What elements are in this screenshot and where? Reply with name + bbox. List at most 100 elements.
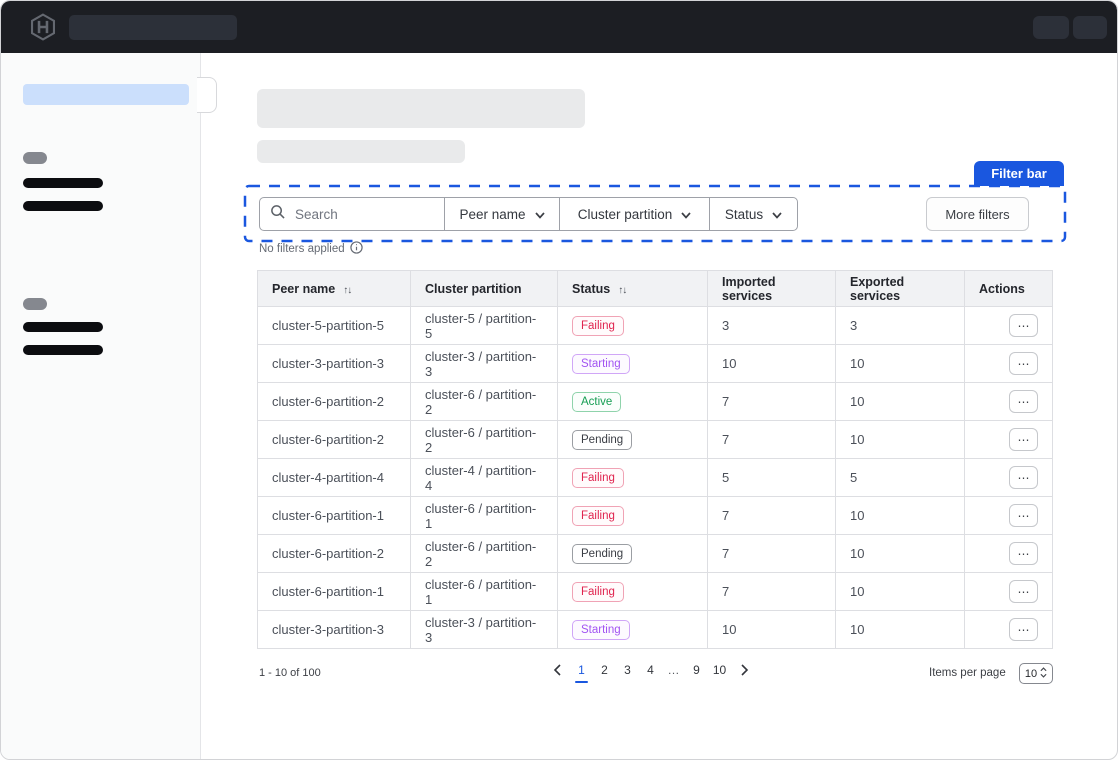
cell-peer-name: cluster-3-partition-3	[257, 610, 411, 649]
pager: 1 2 3 4 … 9 10	[544, 663, 757, 683]
row-actions-button[interactable]: ⋯	[1009, 504, 1038, 527]
column-label: Cluster partition	[425, 281, 522, 296]
nav-action-skeleton-2[interactable]	[1073, 16, 1107, 39]
dropdown-cluster-partition[interactable]: Cluster partition	[559, 198, 709, 230]
row-actions-button[interactable]: ⋯	[1009, 542, 1038, 565]
table-row: cluster-3-partition-3 cluster-3 / partit…	[257, 344, 1053, 383]
cell-peer-name: cluster-6-partition-2	[257, 382, 411, 421]
stepper-icon	[1040, 666, 1047, 681]
pager-prev-button[interactable]	[544, 664, 570, 676]
cell-peer-name: cluster-6-partition-1	[257, 496, 411, 535]
cell-imported-services: 10	[707, 610, 836, 649]
sort-icon[interactable]: ↑↓	[618, 284, 627, 296]
status-badge: Pending	[572, 543, 633, 564]
sidebar	[1, 53, 201, 759]
cell-peer-name: cluster-5-partition-5	[257, 306, 411, 345]
search-field[interactable]	[260, 198, 444, 230]
more-filters-label: More filters	[945, 206, 1010, 222]
row-actions-button[interactable]: ⋯	[1009, 314, 1038, 337]
cell-exported-services: 10	[835, 344, 965, 383]
search-icon	[270, 204, 285, 224]
row-actions-button[interactable]: ⋯	[1009, 466, 1038, 489]
sidebar-item-skeleton-3[interactable]	[23, 322, 103, 332]
status-badge: Pending	[572, 429, 633, 450]
table-row: cluster-4-partition-4 cluster-4 / partit…	[257, 458, 1053, 497]
row-actions-button[interactable]: ⋯	[1009, 352, 1038, 375]
status-badge: Failing	[572, 581, 624, 602]
sidebar-item-skeleton-2[interactable]	[23, 201, 103, 211]
status-badge: Starting	[572, 619, 630, 640]
sidebar-flyout-handle[interactable]	[197, 77, 217, 113]
chevron-down-icon	[772, 207, 782, 222]
table-row: cluster-6-partition-1 cluster-6 / partit…	[257, 572, 1053, 611]
column-header-actions: Actions	[964, 270, 1053, 307]
table-row: cluster-6-partition-2 cluster-6 / partit…	[257, 382, 1053, 421]
status-badge: Failing	[572, 315, 624, 336]
pager-page[interactable]: 2	[601, 663, 608, 677]
annotation-badge-label: Filter bar	[991, 166, 1047, 181]
pager-pages: 1 2 3 4 … 9 10	[570, 663, 731, 683]
pager-page[interactable]: 3	[624, 663, 631, 677]
pager-next-button[interactable]	[731, 664, 757, 676]
nav-action-skeleton-1[interactable]	[1033, 16, 1069, 39]
column-header-cluster-partition: Cluster partition	[410, 270, 558, 307]
cell-peer-name: cluster-3-partition-3	[257, 344, 411, 383]
sidebar-active-item-skeleton[interactable]	[23, 84, 189, 105]
more-filters-button[interactable]: More filters	[926, 197, 1029, 231]
info-icon[interactable]	[349, 241, 363, 257]
table-body: cluster-5-partition-5 cluster-5 / partit…	[257, 306, 1053, 649]
column-label: Actions	[979, 281, 1025, 296]
cell-peer-name: cluster-6-partition-1	[257, 572, 411, 611]
column-header-status[interactable]: Status ↑↓	[557, 270, 708, 307]
cell-imported-services: 7	[707, 496, 836, 535]
cell-cluster-partition: cluster-6 / partition-2	[410, 382, 558, 421]
row-actions-button[interactable]: ⋯	[1009, 618, 1038, 641]
table-row: cluster-6-partition-2 cluster-6 / partit…	[257, 420, 1053, 459]
cell-exported-services: 10	[835, 610, 965, 649]
dropdown-status-label: Status	[724, 206, 764, 222]
pager-page[interactable]: 9	[693, 663, 700, 677]
row-actions-button[interactable]: ⋯	[1009, 428, 1038, 451]
cell-exported-services: 5	[835, 458, 965, 497]
table-row: cluster-6-partition-2 cluster-6 / partit…	[257, 534, 1053, 573]
sidebar-section-label-skeleton-2	[23, 298, 47, 310]
column-header-imported-services: Imported services	[707, 270, 836, 307]
cell-imported-services: 5	[707, 458, 836, 497]
sort-icon[interactable]: ↑↓	[343, 284, 352, 296]
pager-page[interactable]: 1	[570, 663, 593, 683]
sidebar-item-skeleton-1[interactable]	[23, 178, 103, 188]
chevron-down-icon	[534, 207, 545, 222]
dropdown-peer-name[interactable]: Peer name	[444, 198, 559, 230]
cell-peer-name: cluster-4-partition-4	[257, 458, 411, 497]
search-input[interactable]	[293, 205, 429, 223]
cell-cluster-partition: cluster-6 / partition-1	[410, 572, 558, 611]
column-header-peer-name[interactable]: Peer name ↑↓	[257, 270, 411, 307]
annotation-badge: Filter bar	[974, 161, 1064, 186]
hashicorp-logo-icon	[29, 13, 57, 46]
row-actions-button[interactable]: ⋯	[1009, 580, 1038, 603]
items-per-page-select[interactable]: 10	[1019, 663, 1053, 684]
status-badge: Active	[572, 391, 622, 412]
cell-exported-services: 3	[835, 306, 965, 345]
status-badge: Starting	[572, 353, 630, 374]
top-nav	[1, 1, 1117, 53]
items-per-page-label: Items per page	[929, 667, 1006, 679]
pager-page[interactable]: 4	[647, 663, 654, 677]
pagination-range: 1 - 10 of 100	[259, 667, 321, 679]
status-badge: Failing	[572, 467, 624, 488]
row-actions-button[interactable]: ⋯	[1009, 390, 1038, 413]
column-label: Imported services	[722, 274, 776, 303]
nav-search-skeleton[interactable]	[69, 15, 237, 40]
peers-table: Peer name ↑↓ Cluster partition Status ↑↓ I…	[257, 270, 1053, 649]
cell-peer-name: cluster-6-partition-2	[257, 534, 411, 573]
pager-page[interactable]: 10	[712, 663, 727, 677]
dropdown-status[interactable]: Status	[709, 198, 797, 230]
table-row: cluster-5-partition-5 cluster-5 / partit…	[257, 306, 1053, 345]
filters-status: No filters applied	[259, 241, 363, 257]
cell-cluster-partition: cluster-6 / partition-2	[410, 420, 558, 459]
dropdown-peer-name-label: Peer name	[459, 206, 526, 222]
table-row: cluster-6-partition-1 cluster-6 / partit…	[257, 496, 1053, 535]
cell-exported-services: 10	[835, 534, 965, 573]
sidebar-item-skeleton-4[interactable]	[23, 345, 103, 355]
